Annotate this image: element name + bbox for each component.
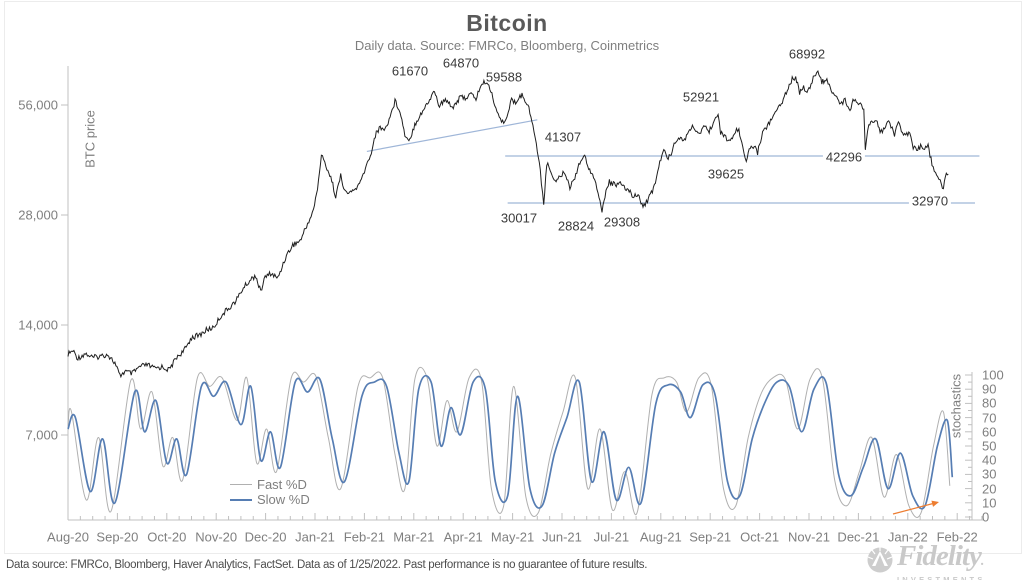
x-axis-month-label: Aug-21	[639, 529, 682, 545]
stochastics-tick-label: 80	[982, 395, 997, 411]
x-axis-month-label: Sep-20	[96, 529, 139, 545]
price-annotation-41307: 41307	[544, 129, 582, 145]
legend: Fast %D Slow %D	[230, 477, 310, 507]
stochastics-tick-label: 40	[982, 452, 997, 468]
x-axis-month-label: Jun-21	[542, 529, 582, 545]
fast-d-line-swatch	[230, 484, 252, 485]
btc-price-series-line	[67, 70, 949, 379]
price-annotation-29308: 29308	[603, 214, 641, 230]
x-axis-month-label: Jan-22	[887, 529, 928, 545]
stochastics-tick-label: 0	[982, 509, 990, 525]
fidelity-investments-text: INVESTMENTS	[897, 575, 986, 580]
chart-frame	[4, 1, 1022, 554]
slow-d-line	[67, 374, 954, 510]
orange-arrowhead	[931, 500, 939, 507]
stochastics-tick-label: 70	[982, 410, 997, 426]
orange-trend-arrow	[892, 502, 936, 515]
page-title: Bitcoin	[466, 10, 548, 36]
x-axis-month-label: Feb-22	[936, 529, 978, 545]
price-annotation-59588: 59588	[485, 69, 523, 85]
x-axis-month-label: Oct-20	[147, 529, 187, 545]
price-tick-label: 56,000	[18, 97, 58, 113]
stochastics-tick-label: 30	[982, 466, 997, 482]
price-tick-label: 7,000	[25, 427, 58, 443]
price-annotation-39625: 39625	[707, 166, 745, 182]
fidelity-wordmark: Fidelity	[897, 540, 982, 572]
legend-item-slow: Slow %D	[230, 492, 310, 507]
stochastics-tick-label: 20	[982, 481, 997, 497]
price-annotation-61670: 61670	[391, 63, 429, 79]
x-axis-month-label: Aug-20	[47, 529, 89, 545]
price-tick-label: 14,000	[18, 317, 58, 333]
x-axis-month-label: Sep-21	[689, 529, 732, 545]
price-annotation-28824: 28824	[557, 218, 595, 234]
x-axis-month-label: Nov-20	[195, 529, 238, 545]
legend-label-fast: Fast %D	[257, 477, 307, 492]
legend-item-fast: Fast %D	[230, 477, 310, 492]
x-axis-month-label: Dec-20	[244, 529, 287, 545]
footer-disclaimer: Data source: FMRCo, Bloomberg, Haver Ana…	[6, 559, 648, 571]
stochastics-tick-label: 10	[982, 495, 997, 511]
stochastics-tick-label: 100	[982, 367, 1004, 383]
legend-label-slow: Slow %D	[257, 492, 310, 507]
price-annotation-52921: 52921	[682, 89, 720, 105]
price-tick-label: 28,000	[18, 207, 58, 223]
fidelity-wordmark-dot: .	[980, 554, 984, 569]
x-axis-month-label: Jan-21	[295, 529, 335, 545]
stochastics-tick-label: 90	[982, 381, 997, 397]
stochastics-tick-label: 60	[982, 424, 997, 440]
x-axis-month-label: Nov-21	[788, 529, 830, 545]
fidelity-pyramid-icon	[867, 547, 893, 573]
x-axis-month-label: Jul-21	[593, 529, 630, 545]
slow-d-line-swatch	[230, 498, 252, 501]
x-axis-month-label: Feb-21	[343, 529, 385, 545]
price-annotation-32970: 32970	[908, 193, 952, 209]
fidelity-logo: Fidelity. INVESTMENTS	[866, 540, 986, 580]
stochastics-tick-label: 50	[982, 438, 997, 454]
x-axis-month-label: Apr-21	[443, 529, 483, 545]
price-annotation-64870: 64870	[442, 55, 480, 71]
price-annotation-68992: 68992	[788, 46, 826, 62]
x-axis-month-label: Dec-21	[837, 529, 880, 545]
x-axis-month-label: Mar-21	[393, 529, 435, 545]
x-axis-month-label: May-21	[490, 529, 535, 545]
price-annotation-42296: 42296	[822, 149, 866, 165]
x-axis-month-label: Oct-21	[740, 529, 780, 545]
price-annotation-30017: 30017	[500, 210, 538, 226]
rising-trendline	[366, 119, 538, 153]
chart-subtitle: Daily data. Source: FMRCo, Bloomberg, Co…	[354, 38, 660, 53]
